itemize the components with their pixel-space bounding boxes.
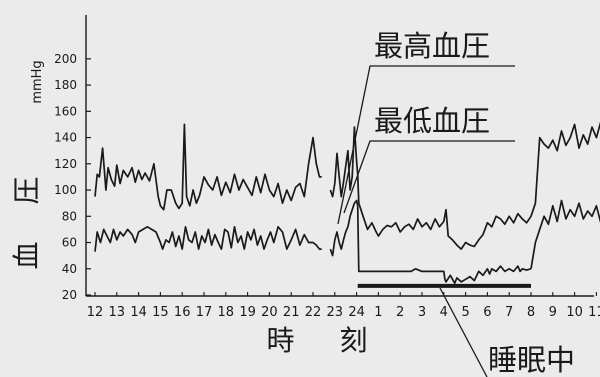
annotation-diastolic: 最低血圧 xyxy=(374,104,490,138)
y-axis-label: 血 圧 xyxy=(10,163,43,270)
x-tick-label: 11 xyxy=(588,305,600,320)
x-tick-label: 17 xyxy=(196,305,213,320)
annotation-sleep-leader xyxy=(439,287,488,377)
x-tick-label: 13 xyxy=(109,305,126,320)
x-tick-label: 12 xyxy=(87,305,104,320)
series-line-systolic-2 xyxy=(356,174,532,250)
y-tick-label: 80 xyxy=(62,209,77,223)
x-tick-label: 7 xyxy=(505,305,513,320)
y-axis-ticks: 20 40 60 80 100 120 140 160 180 200 xyxy=(54,52,91,302)
x-tick-label: 4 xyxy=(440,305,448,320)
x-tick-label: 24 xyxy=(348,305,365,320)
axes xyxy=(85,15,594,297)
series-line-diastolic-2 xyxy=(356,205,532,285)
x-tick-label: 3 xyxy=(418,305,426,320)
series-line-systolic-1 xyxy=(329,126,359,198)
annotation-sleep: 睡眠中 xyxy=(488,343,575,377)
x-tick-label: 15 xyxy=(152,305,169,320)
x-tick-label: 21 xyxy=(283,305,300,320)
x-tick-label: 22 xyxy=(305,305,322,320)
x-axis-label: 時 刻 xyxy=(267,324,386,357)
y-tick-label: 120 xyxy=(54,157,77,171)
x-tick-label: 2 xyxy=(396,305,404,320)
x-tick-label: 10 xyxy=(566,305,583,320)
x-tick-label: 19 xyxy=(239,305,256,320)
annotation-diastolic-leader xyxy=(343,140,515,214)
x-axis-ticks: 121314151617181920212223241234567891011 xyxy=(87,292,600,320)
y-axis-unit: mmHg xyxy=(30,60,45,103)
x-tick-label: 20 xyxy=(261,305,278,320)
x-tick-label: 1 xyxy=(374,305,382,320)
x-tick-label: 6 xyxy=(483,305,491,320)
x-tick-label: 8 xyxy=(527,305,535,320)
x-tick-label: 14 xyxy=(130,305,147,320)
y-tick-label: 40 xyxy=(62,262,77,276)
annotation-systolic: 最高血圧 xyxy=(374,29,490,63)
y-tick-label: 160 xyxy=(54,104,77,118)
series-line-systolic-0 xyxy=(94,123,322,211)
x-tick-label: 18 xyxy=(218,305,235,320)
x-tick-label: 23 xyxy=(327,305,344,320)
y-tick-label: 20 xyxy=(62,288,77,302)
x-tick-label: 9 xyxy=(549,305,557,320)
annotations: 最高血圧 最低血圧 睡眠中 xyxy=(337,29,575,377)
series-line-systolic-3 xyxy=(530,121,600,217)
y-tick-label: 60 xyxy=(62,236,77,250)
series-line-diastolic-3 xyxy=(530,199,600,269)
y-tick-label: 140 xyxy=(54,131,77,145)
y-tick-label: 100 xyxy=(54,183,77,197)
series-line-diastolic-1 xyxy=(329,199,359,257)
annotation-systolic-leader xyxy=(337,65,515,225)
series-line-diastolic-0 xyxy=(94,225,322,252)
y-tick-label: 200 xyxy=(54,52,77,66)
x-tick-label: 16 xyxy=(174,305,191,320)
x-tick-label: 5 xyxy=(461,305,469,320)
series-lines xyxy=(94,121,600,285)
y-tick-label: 180 xyxy=(54,78,77,92)
